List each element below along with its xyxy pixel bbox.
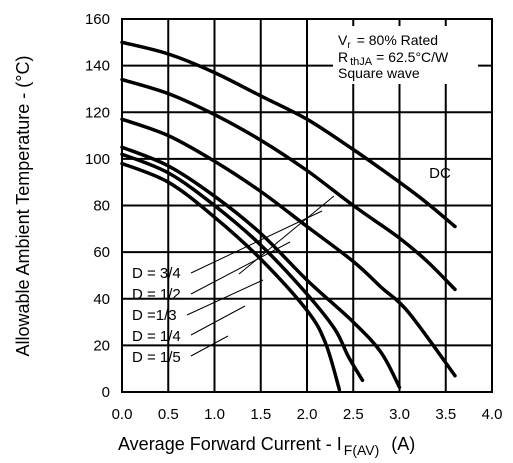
rth-symbol: R xyxy=(338,49,348,65)
curve-label-d-3-4: D = 3/4 xyxy=(132,265,181,282)
curve-label-d-1-4: D = 1/4 xyxy=(132,328,181,345)
x-axis-label-unit: (A) xyxy=(391,434,415,454)
x-tick-label-3-0: 3.0 xyxy=(389,406,410,423)
x-tick-label-2-0: 2.0 xyxy=(297,406,318,423)
leader-line-d-1-4 xyxy=(190,305,246,336)
label-leader-lines xyxy=(186,195,335,357)
series-line-d-1-4 xyxy=(120,152,365,383)
y-tick-label-120: 120 xyxy=(85,104,110,121)
vr-symbol: V xyxy=(338,32,348,48)
leader-line-d-3-4 xyxy=(190,210,323,274)
y-tick-label-100: 100 xyxy=(85,151,110,168)
rth-value: = 62.5°C/W xyxy=(376,49,449,65)
curve-label-dc: DC xyxy=(429,165,451,182)
x-tick-label-0-5: 0.5 xyxy=(158,406,179,423)
curve-label-d-1-2: D = 1/2 xyxy=(132,286,181,303)
y-tick-label-20: 20 xyxy=(93,337,110,354)
leader-line-d-1-3 xyxy=(186,279,264,316)
x-tick-label-0-0: 0.0 xyxy=(112,406,133,423)
x-tick-label-2-5: 2.5 xyxy=(343,406,364,423)
series-line-dc xyxy=(120,40,457,229)
y-tick-label-0: 0 xyxy=(102,384,110,401)
y-tick-label-140: 140 xyxy=(85,58,110,75)
y-tick-label-80: 80 xyxy=(93,198,110,215)
y-axis-label: Allowable Ambient Temperature - (°C) xyxy=(13,56,33,357)
leader-line-d-1-2 xyxy=(190,241,291,295)
series-line-d-1-2 xyxy=(120,117,457,378)
plot-frame xyxy=(121,18,493,393)
curve-label-d-1-3: D =1/3 xyxy=(132,307,177,324)
x-axis-label-subscript: F(AV) xyxy=(344,442,380,458)
x-tick-label-1-0: 1.0 xyxy=(204,406,225,423)
series-line-d-1-3 xyxy=(120,145,402,390)
conditions-box-background xyxy=(333,26,478,84)
x-axis-label: Average Forward Current - I F(AV) (A) xyxy=(118,434,415,458)
rth-subscript: thJA xyxy=(350,56,373,68)
series-line-d-1-5 xyxy=(120,161,342,392)
x-tick-label-1-5: 1.5 xyxy=(250,406,271,423)
series-lines xyxy=(120,40,457,392)
curve-label-d-1-5: D = 1/5 xyxy=(132,349,181,366)
y-tick-label-160: 160 xyxy=(85,11,110,28)
waveform-line: Square wave xyxy=(338,65,420,81)
leader-line-d-1-5 xyxy=(190,335,229,357)
x-tick-label-4-0: 4.0 xyxy=(482,406,503,423)
x-axis-label-main: Average Forward Current - I xyxy=(118,434,342,454)
x-tick-label-3-5: 3.5 xyxy=(435,406,456,423)
vr-subscript: r xyxy=(347,40,351,51)
curve-labels: DC D = 3/4 D = 1/2 D =1/3 D = 1/4 D = 1/5 xyxy=(132,165,451,366)
vr-line: Vr = 80% Rated xyxy=(338,32,438,51)
series-line-d-3-4 xyxy=(120,77,457,292)
tick-labels: 0.0 0.5 1.0 1.5 2.0 2.5 3.0 3.5 4.0 0 20 40 60 80 100 1… xyxy=(85,11,502,423)
y-tick-label-40: 40 xyxy=(93,291,110,308)
vr-value: = 80% Rated xyxy=(357,32,438,48)
y-tick-label-60: 60 xyxy=(93,244,110,261)
